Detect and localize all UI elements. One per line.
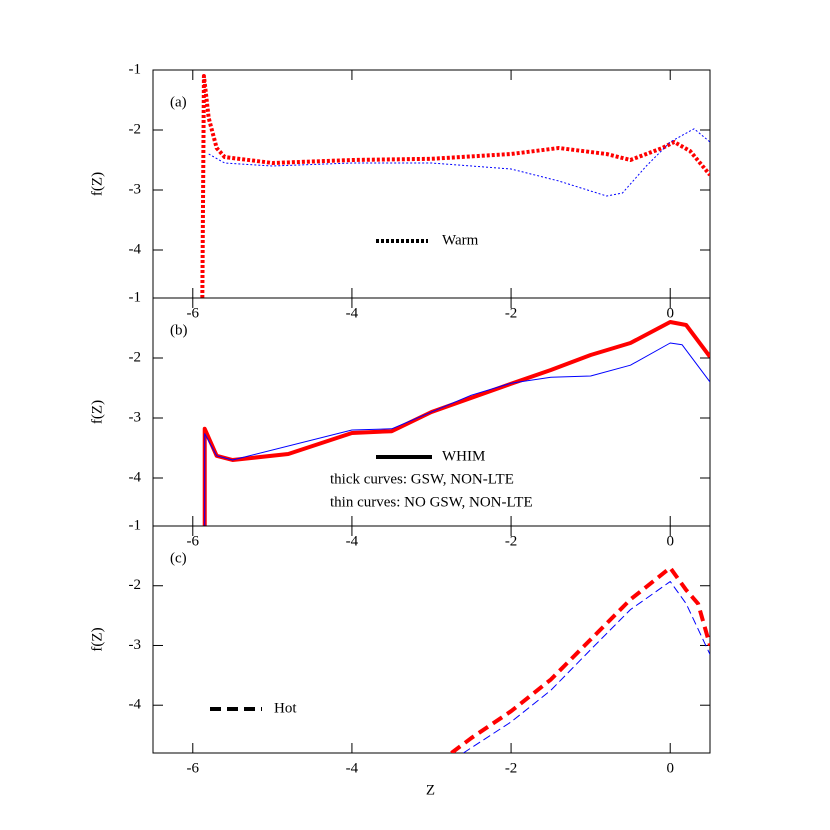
plot-frame: [152, 69, 711, 299]
y-tick-label: -4: [129, 241, 142, 257]
y-tick-label: -4: [129, 469, 142, 485]
y-axis-label: f(Z): [89, 400, 105, 424]
x-axis-label: Z: [426, 782, 435, 798]
x-tick-label: -2: [505, 760, 518, 776]
x-tick-label: -4: [346, 760, 359, 776]
annotation: thick curves: GSW, NON-LTE: [330, 471, 514, 487]
panel-label: (b): [170, 322, 188, 338]
plot-frame: [152, 525, 711, 754]
x-tick-label: 0: [666, 305, 674, 321]
annotation: thin curves: NO GSW, NON-LTE: [330, 494, 533, 510]
x-tick-label: -4: [346, 305, 359, 321]
y-tick-label: -3: [129, 181, 142, 197]
panel-label: (c): [170, 550, 187, 566]
x-tick-label: -6: [187, 760, 200, 776]
legend-label: Hot: [274, 700, 297, 716]
y-tick-label: -2: [129, 577, 142, 593]
x-tick-label: -4: [346, 533, 359, 549]
y-tick-label: -1: [129, 289, 142, 305]
y-tick-label: -1: [129, 517, 142, 533]
y-tick-label: -2: [129, 349, 142, 365]
y-axis-label: f(Z): [89, 172, 105, 196]
data-line: [200, 74, 710, 298]
panel-label: (a): [170, 94, 187, 110]
y-tick-label: -1: [129, 61, 142, 77]
x-tick-label: 0: [666, 760, 674, 776]
data-line: [204, 342, 710, 526]
y-tick-label: -3: [129, 637, 142, 653]
y-tick-label: -3: [129, 409, 142, 425]
y-axis-label: f(Z): [89, 627, 105, 651]
x-tick-label: -2: [505, 533, 518, 549]
x-tick-label: -6: [187, 533, 200, 549]
y-tick-label: -4: [129, 697, 142, 713]
legend-label: WHIM: [442, 448, 485, 464]
x-tick-label: -6: [187, 305, 200, 321]
data-line: [450, 565, 710, 753]
x-tick-label: 0: [666, 533, 674, 549]
y-tick-label: -2: [129, 121, 142, 137]
data-line: [463, 581, 710, 753]
x-tick-label: -2: [505, 305, 518, 321]
legend-label: Warm: [442, 232, 479, 248]
